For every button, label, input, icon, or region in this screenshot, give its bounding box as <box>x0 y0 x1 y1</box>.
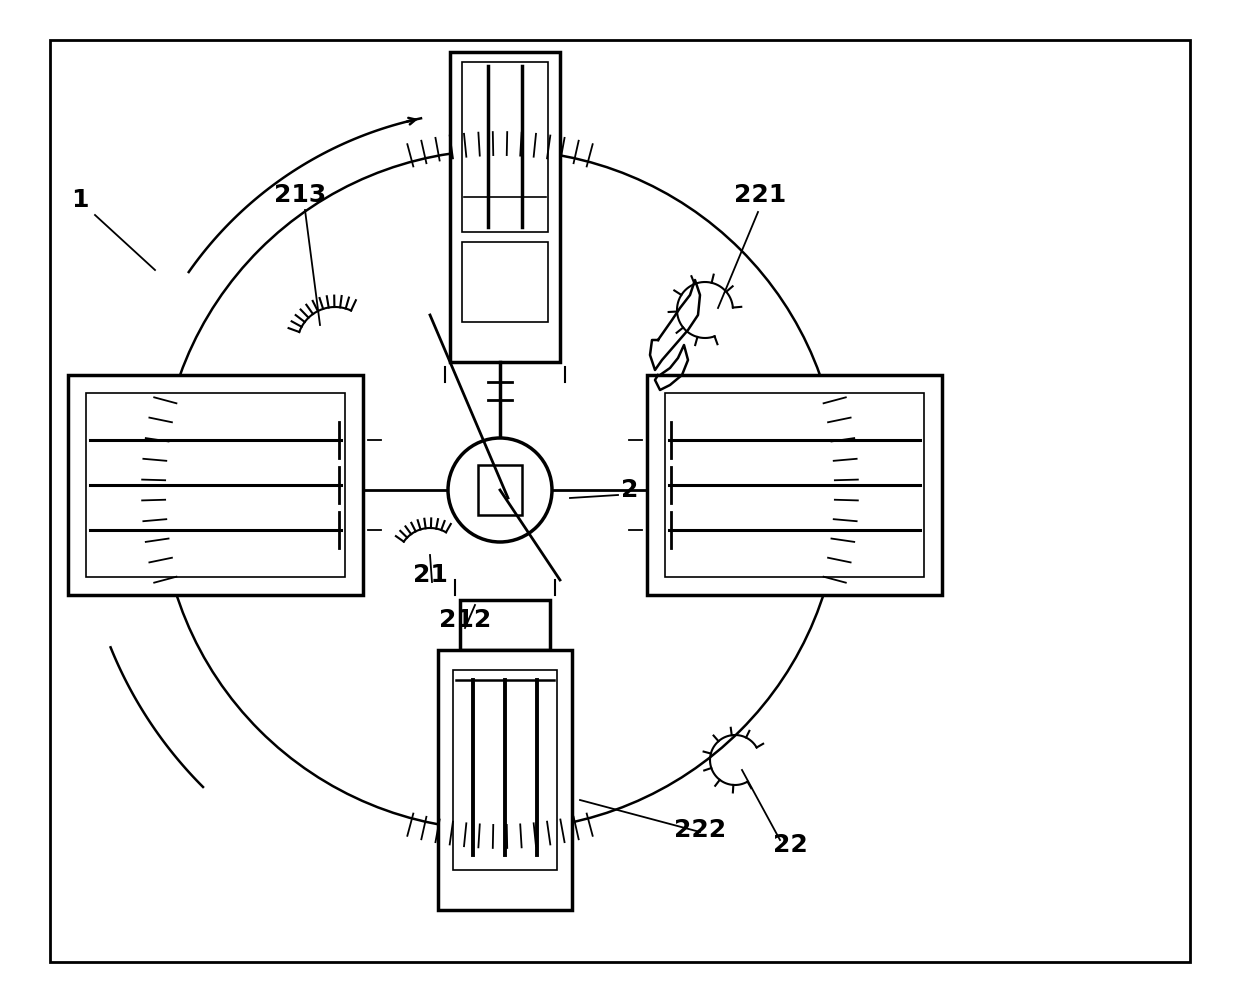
Text: 222: 222 <box>673 818 727 842</box>
Text: 2: 2 <box>621 478 639 502</box>
Bar <box>86 393 345 577</box>
Text: 22: 22 <box>773 833 807 857</box>
Bar <box>477 465 522 515</box>
Circle shape <box>448 438 552 542</box>
Bar <box>647 375 942 595</box>
Text: 21: 21 <box>413 563 448 587</box>
Text: 1: 1 <box>71 188 89 212</box>
Bar <box>438 650 572 910</box>
Text: 221: 221 <box>734 183 786 207</box>
Bar <box>460 600 551 650</box>
Bar <box>68 375 363 595</box>
Bar <box>450 52 560 362</box>
Circle shape <box>160 150 839 830</box>
Bar <box>463 242 548 322</box>
Text: 213: 213 <box>274 183 326 207</box>
Text: 212: 212 <box>439 608 491 632</box>
Bar <box>665 393 924 577</box>
Bar <box>453 670 557 870</box>
Bar <box>463 62 548 232</box>
